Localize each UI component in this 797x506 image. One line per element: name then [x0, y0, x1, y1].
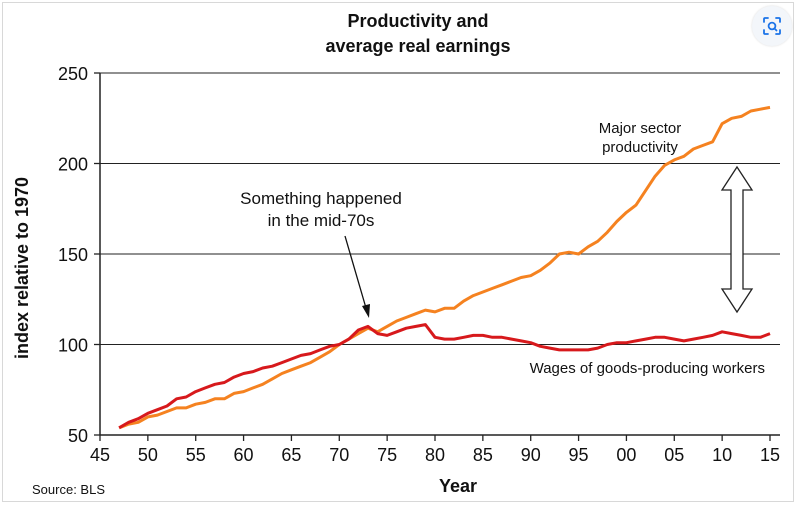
x-tick-label: 80: [425, 445, 445, 465]
chart-title-line-1: Productivity and: [347, 11, 488, 31]
callout-line-2: in the mid-70s: [268, 211, 375, 230]
x-tick-label: 00: [616, 445, 636, 465]
y-tick-label: 50: [68, 426, 88, 446]
x-tick-label: 70: [329, 445, 349, 465]
source-note: Source: BLS: [32, 482, 105, 497]
x-tick-label: 10: [712, 445, 732, 465]
visual-search-icon: [763, 17, 781, 35]
y-ticks: 50 100 150 200 250: [58, 64, 100, 446]
y-tick-label: 200: [58, 155, 88, 175]
series-line-productivity: [118, 105, 771, 430]
series-line-wages: [118, 323, 771, 430]
x-tick-label: 85: [473, 445, 493, 465]
callout-arrowhead: [362, 304, 370, 318]
productivity-label-line-2: productivity: [602, 139, 678, 156]
callout-line-1: Something happened: [240, 189, 402, 208]
y-tick-label: 150: [58, 245, 88, 265]
gap-double-arrow: [720, 165, 754, 314]
wages-label: Wages of goods-producing workers: [530, 360, 765, 377]
chart-title-line-2: average real earnings: [325, 36, 510, 56]
x-tick-label: 60: [234, 445, 254, 465]
x-tick-label: 05: [664, 445, 684, 465]
y-tick-label: 250: [58, 64, 88, 84]
x-tick-label: 65: [281, 445, 301, 465]
productivity-label-line-1: Major sector: [599, 120, 682, 137]
x-tick-label: 90: [521, 445, 541, 465]
y-tick-label: 100: [58, 336, 88, 356]
y-axis-label: index relative to 1970: [12, 177, 32, 359]
x-tick-label: 55: [186, 445, 206, 465]
x-tick-label: 95: [569, 445, 589, 465]
x-tick-label: 50: [138, 445, 158, 465]
callout-arrow-line: [344, 235, 367, 309]
x-tick-label: 15: [760, 445, 780, 465]
visual-search-button[interactable]: [752, 6, 792, 46]
x-tick-label: 75: [377, 445, 397, 465]
x-axis-label: Year: [439, 476, 477, 496]
gridlines: [100, 72, 780, 345]
x-ticks: 45 50 55 60 65 70 75 80 85 90 95 00 05 10 15: [90, 435, 780, 465]
x-tick-label: 45: [90, 445, 110, 465]
